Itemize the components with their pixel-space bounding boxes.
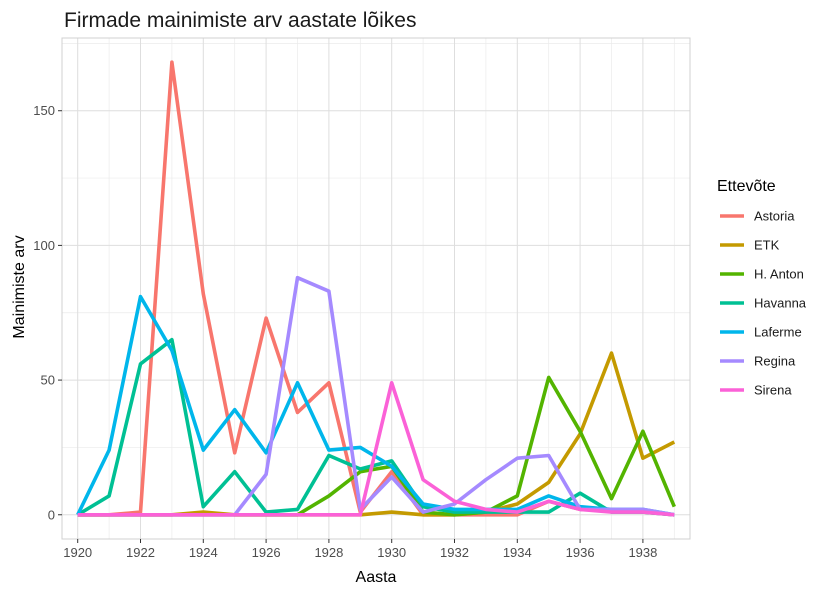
legend-title: Ettevõte (717, 178, 776, 195)
chart-title: Firmade mainimiste arv aastate lõikes (64, 9, 416, 32)
legend-label: Astoria (754, 209, 795, 224)
y-tick-label: 150 (33, 103, 55, 118)
legend-label: Laferme (754, 325, 802, 340)
panel-border (61, 37, 691, 540)
x-tick-label: 1922 (126, 545, 155, 560)
y-tick-label: 100 (33, 238, 55, 253)
x-tick-label: 1928 (314, 545, 343, 560)
legend: Ettevõte Astoria ETK H. Anton Havanna Laferm… (717, 178, 807, 398)
x-axis-title: Aasta (356, 569, 397, 586)
x-tick-label: 1934 (503, 545, 532, 560)
legend-label: ETK (754, 238, 780, 253)
series-line-sirena (77, 380, 675, 517)
plot-panel (61, 37, 691, 540)
y-tick-label: 0 (48, 507, 55, 522)
y-axis: 0 50 100 150 (33, 103, 62, 522)
legend-label: Sirena (754, 383, 792, 398)
x-tick-label: 1932 (440, 545, 469, 560)
legend-label: H. Anton (754, 267, 804, 282)
series-line-laferme (76, 294, 675, 517)
legend-label: Regina (754, 354, 796, 369)
y-axis-title: Mainimiste arv (11, 235, 28, 338)
x-tick-label: 1936 (566, 545, 595, 560)
x-tick-label: 1926 (252, 545, 281, 560)
x-axis: 1920 1922 1924 1926 1928 1930 1932 1934 1936 1938 (63, 539, 657, 560)
x-tick-label: 1920 (63, 545, 92, 560)
legend-label: Havanna (754, 296, 807, 311)
x-tick-label: 1930 (377, 545, 406, 560)
x-tick-label: 1924 (189, 545, 218, 560)
x-tick-label: 1938 (628, 545, 657, 560)
y-tick-label: 50 (41, 373, 55, 388)
